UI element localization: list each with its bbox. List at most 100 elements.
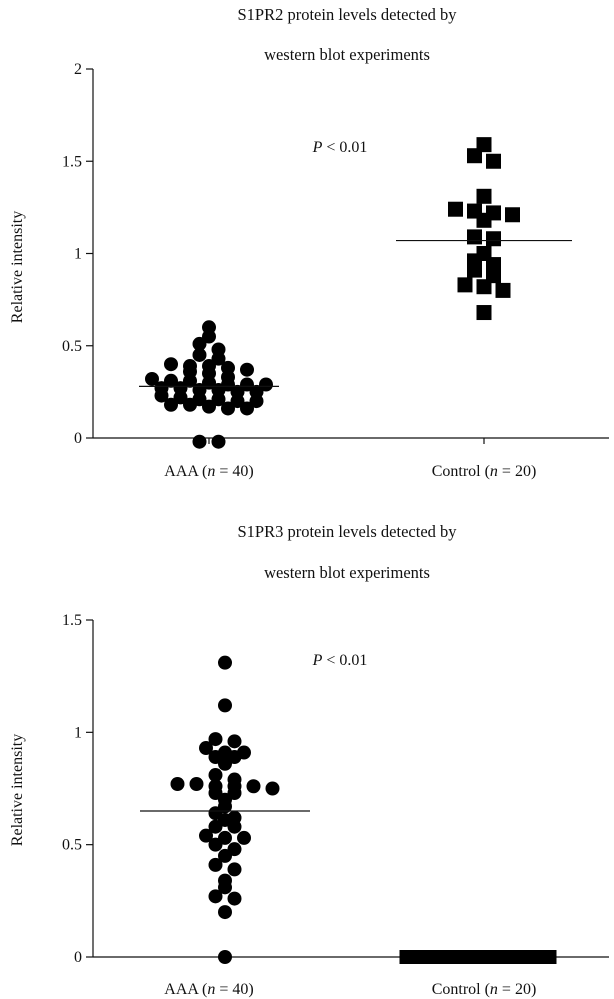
data-point (218, 698, 232, 713)
y-axis-label: Relative intensity (9, 211, 26, 323)
data-point (208, 768, 223, 783)
data-point (476, 188, 492, 204)
y-tick-label: 0 (74, 949, 82, 966)
y-tick-label: 0 (74, 430, 82, 447)
data-point (448, 201, 463, 217)
chart-title-line2: western blot experiments (264, 45, 430, 64)
y-tick-label: 1 (74, 724, 82, 741)
data-point (208, 889, 223, 904)
data-point (240, 401, 254, 416)
data-point (542, 950, 557, 964)
p-value-annotation: P < 0.01 (312, 652, 368, 669)
data-point (237, 830, 251, 845)
y-tick-label: 1 (74, 246, 82, 263)
data-point (221, 401, 235, 416)
data-point (265, 781, 280, 796)
x-category-label-aaa: AAA (n = 40) (164, 981, 253, 998)
x-category-label-aaa: AAA (n = 40) (164, 463, 253, 480)
s1pr2-panel: S1PR2 protein levels detected by western… (9, 5, 609, 480)
p-value-italic: P (312, 652, 323, 669)
x-label-pre: Control ( (432, 463, 490, 480)
data-point (476, 212, 492, 228)
axes (86, 68, 609, 444)
data-point (170, 777, 185, 792)
chart-title-line1: S1PR3 protein levels detected by (237, 522, 457, 541)
data-point (145, 371, 159, 386)
x-label-post: = 40) (215, 463, 253, 480)
x-category-label-control: Control (n = 20) (432, 463, 537, 480)
x-label-pre: AAA ( (164, 981, 207, 998)
data-point (240, 377, 254, 392)
data-point (211, 392, 226, 407)
data-point (192, 347, 207, 362)
data-point (164, 357, 178, 372)
x-label-post: = 40) (215, 981, 253, 998)
data-point (218, 848, 232, 863)
data-point (208, 819, 223, 834)
data-point (208, 732, 223, 747)
x-label-post: = 20) (498, 463, 536, 480)
y-tick-label: 2 (74, 61, 82, 78)
chart-title-line2: western blot experiments (264, 563, 430, 582)
data-point (505, 207, 520, 223)
p-value-rest: < 0.01 (322, 139, 367, 156)
x-label-pre: Control ( (432, 981, 490, 998)
data-point (183, 397, 197, 412)
p-value-italic: P (312, 139, 323, 156)
data-point (240, 362, 254, 377)
data-point (202, 399, 216, 414)
y-tick-label: 1.5 (62, 153, 82, 170)
data-point (189, 777, 204, 792)
data-point (457, 277, 473, 293)
data-point (173, 390, 188, 405)
data-point (218, 950, 232, 964)
y-tick-labels: 0 0.5 1 1.5 2 (62, 61, 82, 447)
data-point (227, 862, 242, 877)
data-point (259, 377, 273, 392)
y-tick-label: 1.5 (62, 612, 82, 629)
chart-title-line1: S1PR2 protein levels detected by (237, 5, 457, 24)
data-point (486, 231, 501, 247)
y-tick-label: 0.5 (62, 837, 82, 854)
data-point (154, 388, 169, 403)
data-point (192, 336, 207, 351)
data-point (227, 819, 242, 834)
data-point (211, 434, 226, 449)
x-label-post: = 20) (498, 981, 536, 998)
data-point (199, 741, 213, 756)
p-value-rest: < 0.01 (322, 652, 367, 669)
data-point (230, 394, 245, 409)
x-label-italic: n (207, 463, 215, 480)
data-point (208, 837, 223, 852)
data-point (218, 756, 232, 771)
data-point (211, 351, 226, 366)
axes (86, 619, 609, 963)
data-point (467, 229, 482, 245)
x-category-label-control: Control (n = 20) (432, 981, 537, 998)
data-points (140, 655, 557, 964)
data-point (467, 262, 482, 278)
data-point (476, 305, 492, 321)
x-label-italic: n (490, 463, 498, 480)
x-label-italic: n (207, 981, 215, 998)
data-point (227, 891, 242, 906)
data-point (486, 153, 501, 169)
data-point (246, 779, 261, 794)
y-tick-labels: 0 0.5 1 1.5 (62, 612, 82, 966)
data-point (208, 857, 223, 872)
data-point (192, 434, 207, 449)
data-point (227, 734, 242, 749)
data-point (476, 279, 492, 295)
data-point (202, 329, 216, 344)
x-label-italic: n (490, 981, 498, 998)
y-tick-label: 0.5 (62, 338, 82, 355)
p-value-annotation: P < 0.01 (312, 139, 368, 156)
data-point (183, 373, 197, 388)
s1pr3-panel: S1PR3 protein levels detected by western… (9, 522, 609, 998)
y-axis-label: Relative intensity (9, 734, 26, 846)
data-point (218, 880, 232, 895)
data-point (164, 397, 178, 412)
data-point (218, 655, 232, 670)
